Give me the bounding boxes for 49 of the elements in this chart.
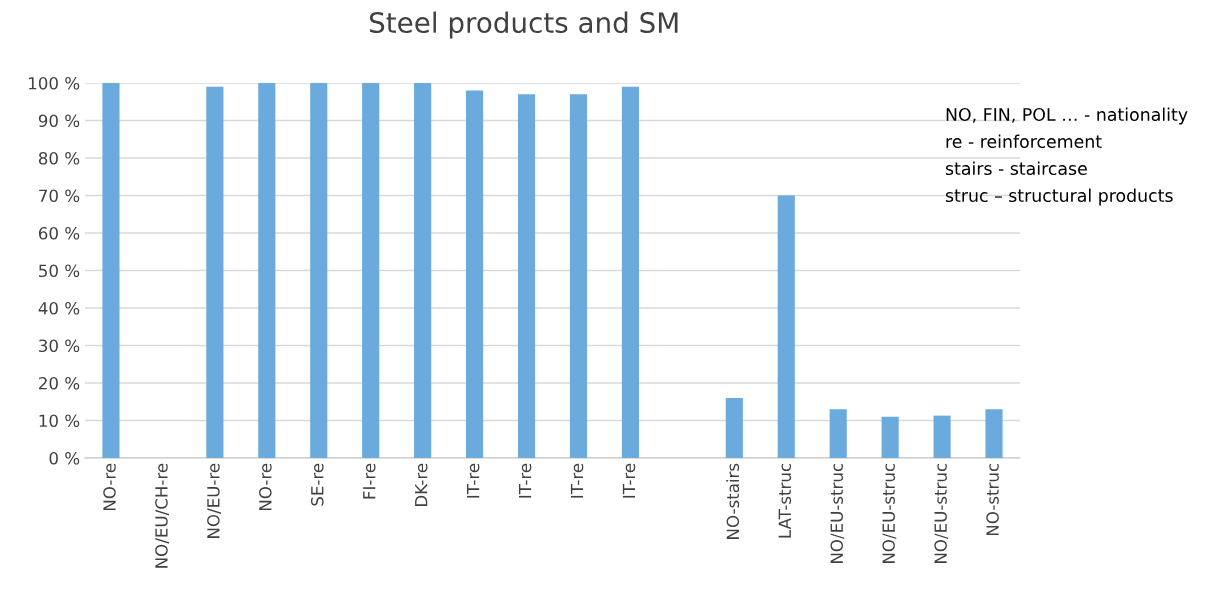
bar: [985, 409, 1003, 458]
y-tick-label: 40 %: [38, 301, 80, 315]
x-tick-label: LAT-struc: [778, 463, 792, 538]
x-tick-label: NO-struc: [986, 463, 999, 536]
bar: [414, 83, 432, 458]
bar: [102, 83, 120, 458]
x-tick-label: DK-re: [415, 463, 428, 506]
bar: [258, 83, 276, 458]
y-tick-label: 100 %: [29, 76, 80, 90]
x-tick-label: FI-re: [363, 463, 376, 499]
y-tick-label: 50 %: [39, 264, 80, 278]
y-tick-label: 0 %: [49, 451, 80, 465]
bar: [466, 90, 484, 458]
chart-title: Steel products and SM: [369, 11, 678, 39]
y-tick-label: 10 %: [39, 414, 80, 428]
x-tick-label: SE-re: [310, 463, 324, 506]
bar: [725, 398, 743, 458]
x-tick-label: NO/EU-struc: [882, 463, 897, 563]
bar: [621, 86, 639, 458]
bar: [777, 195, 795, 458]
y-tick-label: 30 %: [39, 339, 80, 353]
annotation: struc – structural products: [945, 188, 1173, 206]
annotation: stairs - staircase: [945, 161, 1087, 176]
annotation: NO, FIN, POL … - nationality: [946, 107, 1188, 125]
bar: [310, 83, 328, 458]
x-tick-label: IT-re: [518, 463, 532, 498]
bar: [206, 86, 224, 458]
y-tick-label: 20 %: [39, 376, 80, 390]
bar: [517, 94, 536, 458]
y-tick-label: 80 %: [38, 151, 80, 165]
x-tick-label: IT-re: [570, 463, 584, 498]
x-tick-label: NO-re: [103, 463, 116, 511]
x-tick-label: NO/EU-struc: [934, 463, 949, 563]
bar: [933, 415, 951, 458]
x-tick-label: NO-stairs: [726, 463, 740, 539]
x-tick-label: NO/EU-struc: [830, 463, 845, 563]
x-tick-label: IT-re: [622, 463, 636, 498]
x-tick-label: NO/EU/CH-re: [155, 463, 170, 568]
x-tick-label: IT-re: [467, 463, 480, 498]
y-tick-label: 70 %: [39, 189, 80, 203]
bar: [829, 409, 847, 458]
y-tick-label: 90 %: [38, 114, 80, 128]
annotation: re - reinforcement: [946, 134, 1102, 149]
x-tick-label: NO/EU-re: [207, 463, 222, 538]
x-tick-label: NO-re: [259, 463, 272, 511]
y-tick-label: 60 %: [38, 226, 80, 240]
bar: [362, 83, 380, 458]
bar: [569, 94, 588, 458]
bar: [881, 416, 899, 458]
